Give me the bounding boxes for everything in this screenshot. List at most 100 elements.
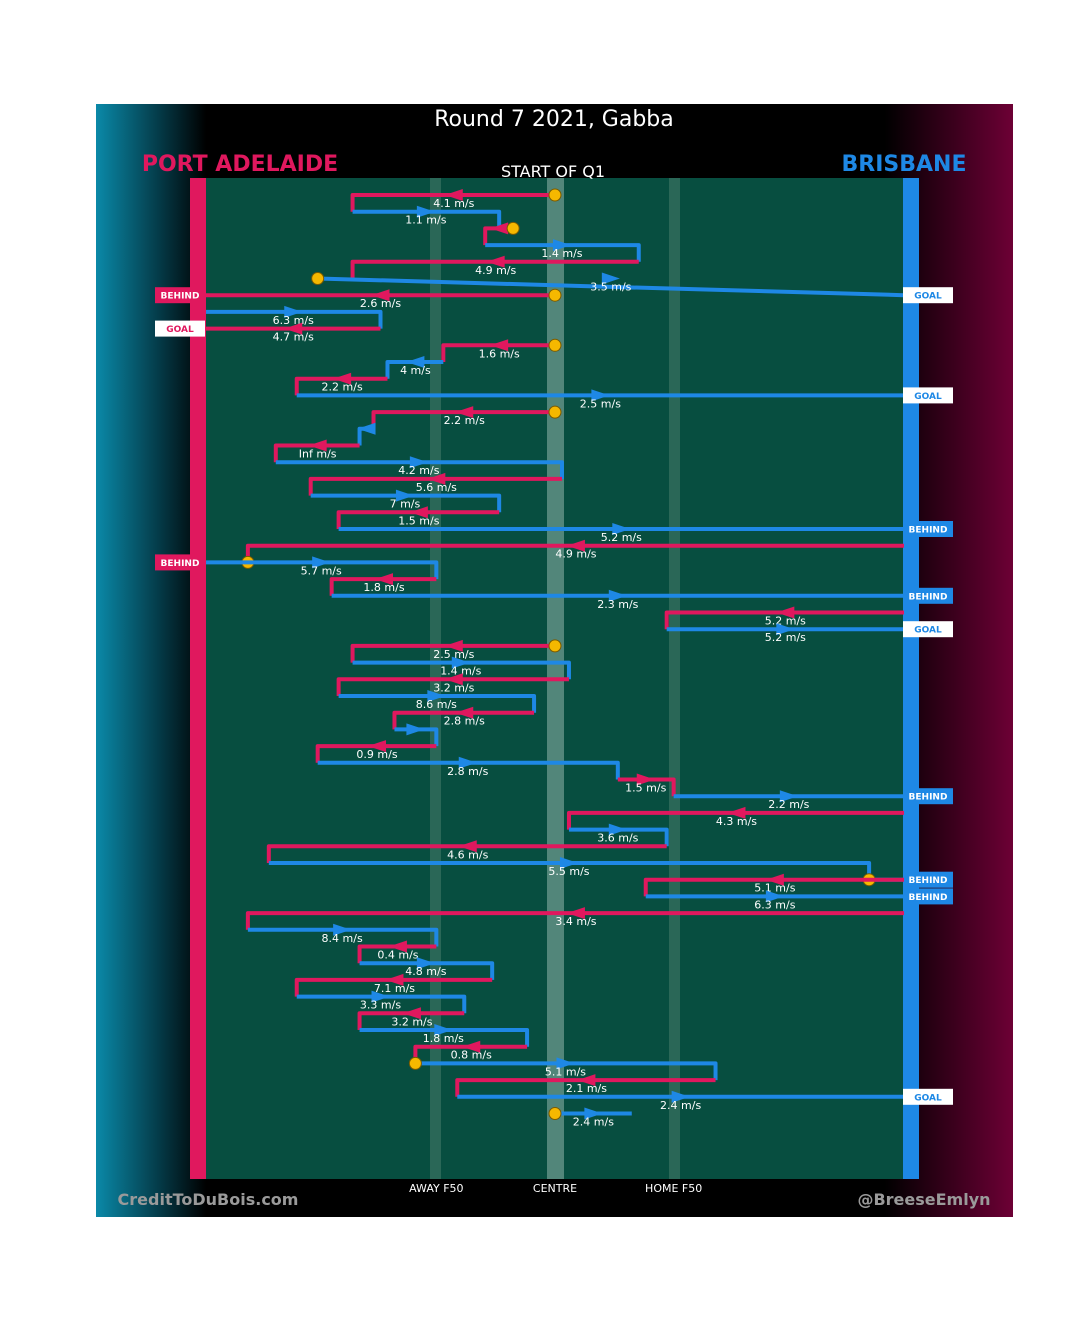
speed-label: 1.5 m/s	[398, 514, 439, 527]
possession-chain: 4.7 m/s GOAL	[155, 320, 381, 344]
behind-badge	[903, 587, 953, 604]
possession-chain: 1.1 m/s	[352, 205, 502, 229]
home-goal-line	[903, 178, 919, 1179]
speed-label: 1.4 m/s	[440, 665, 481, 678]
speed-label: 4.1 m/s	[433, 197, 474, 210]
speed-label: 7.1 m/s	[374, 982, 415, 995]
goal-badge	[903, 287, 953, 304]
speed-label: 3.5 m/s	[590, 281, 631, 294]
direction-arrow	[566, 539, 585, 552]
away-goal-line	[190, 178, 206, 1179]
speed-label: 1.5 m/s	[625, 782, 666, 795]
goal-badge	[903, 621, 953, 638]
possession-chain: 3.2 m/s	[357, 1007, 465, 1030]
speed-label: 2.8 m/s	[444, 715, 485, 728]
possession-chain	[394, 723, 439, 747]
chain-path	[245, 911, 904, 930]
direction-arrow	[608, 823, 627, 836]
speed-label: 5.2 m/s	[765, 631, 806, 644]
behind-badge	[903, 871, 953, 888]
speed-label: 5.1 m/s	[545, 1065, 586, 1078]
direction-arrow	[406, 723, 425, 736]
possession-chain: 5.1 m/s	[408, 1056, 718, 1081]
chain-path	[359, 1028, 530, 1047]
possession-chain: 4.3 m/s	[566, 806, 904, 830]
footer-handle: @BreeseEmlyn	[857, 1190, 990, 1209]
outcome-label: GOAL	[914, 1093, 942, 1103]
direction-arrow	[490, 222, 509, 235]
x-tick-label: HOME F50	[645, 1182, 702, 1195]
possession-chain: 2.5 m/s GOAL	[296, 387, 953, 410]
possession-chain: 1.4 m/s	[352, 656, 571, 680]
speed-label: 7 m/s	[390, 498, 421, 511]
possession-chain: 2.5 m/s	[350, 639, 562, 663]
speed-label: 2.8 m/s	[447, 765, 488, 778]
possession-chain: 1.6 m/s	[441, 338, 562, 362]
possession-chain: 5.7 m/s	[206, 556, 439, 580]
direction-arrow	[458, 756, 477, 769]
possession-chain: 2.6 m/s BEHIND	[155, 287, 562, 310]
direction-arrow	[427, 690, 446, 702]
direction-arrow	[490, 339, 509, 352]
direction-arrow	[333, 923, 352, 936]
chain-path	[317, 276, 905, 298]
direction-arrow	[577, 1074, 596, 1087]
speed-label: 4 m/s	[400, 364, 431, 377]
speed-label: 1.8 m/s	[363, 581, 404, 594]
chain-path	[206, 309, 383, 329]
direction-arrow	[455, 706, 474, 719]
chain-path	[441, 343, 555, 362]
chain-path	[315, 744, 437, 763]
speed-label: 4.7 m/s	[273, 331, 314, 344]
direction-arrow	[612, 523, 631, 535]
speed-label: 2.3 m/s	[597, 598, 638, 611]
outcome-label: BEHIND	[909, 876, 948, 886]
chains-layer: 4.1 m/s1.1 m/s1.4 m/s4.9 m/s3.5 m/sGOAL2…	[155, 188, 953, 1129]
possession-chain: 5.2 m/s GOAL	[666, 621, 953, 644]
speed-label: 3.2 m/s	[433, 681, 474, 694]
possession-chain: 1.8 m/s	[329, 573, 437, 596]
speed-label: 6.3 m/s	[273, 314, 314, 327]
direction-arrow	[444, 673, 463, 686]
direction-arrow	[284, 322, 303, 335]
speed-label: 5.2 m/s	[601, 531, 642, 544]
stoppage-marker	[548, 288, 562, 302]
direction-arrow	[388, 940, 407, 953]
speed-label: 1.4 m/s	[541, 247, 582, 260]
direction-arrow	[776, 606, 795, 619]
direction-arrow	[444, 639, 463, 652]
speed-label: 2.4 m/s	[573, 1116, 614, 1129]
stoppage-marker	[548, 1107, 562, 1120]
chain-path	[247, 927, 439, 947]
possession-chain: 1.5 m/s	[336, 506, 500, 529]
possession-chain: 3.6 m/s	[568, 823, 669, 847]
speed-label: 1.8 m/s	[423, 1032, 464, 1045]
possession-chain: 4.9 m/s	[350, 255, 639, 279]
chain-path	[310, 493, 502, 513]
behind-badge	[903, 521, 953, 537]
possession-chain: 2.8 m/s	[317, 756, 620, 780]
away-team-label: PORT ADELAIDE	[142, 152, 338, 177]
direction-arrow	[385, 973, 404, 986]
possession-chain: 1.5 m/s	[617, 773, 676, 797]
chain-path	[266, 844, 667, 863]
possession-chain: 1.4 m/s	[485, 239, 641, 262]
footer-credit: CreditToDuBois.com	[118, 1190, 299, 1209]
home-team-label: BRISBANE	[842, 152, 967, 177]
possession-chain: 4.1 m/s	[350, 188, 562, 212]
speed-label: 2.1 m/s	[566, 1082, 607, 1095]
speed-label: 2.6 m/s	[360, 297, 401, 310]
direction-arrow	[608, 589, 627, 602]
possession-chain: 2.4 m/s	[548, 1107, 632, 1129]
speed-label: 5.6 m/s	[416, 481, 457, 494]
direction-arrow	[776, 623, 795, 636]
x-tick-label: AWAY F50	[409, 1182, 463, 1195]
stoppage-marker	[548, 338, 562, 352]
chain-path	[275, 460, 564, 479]
direction-arrow	[462, 1040, 481, 1053]
chart-title: Round 7 2021, Gabba	[434, 107, 674, 132]
chain-path	[643, 877, 904, 897]
direction-arrow	[284, 305, 303, 318]
